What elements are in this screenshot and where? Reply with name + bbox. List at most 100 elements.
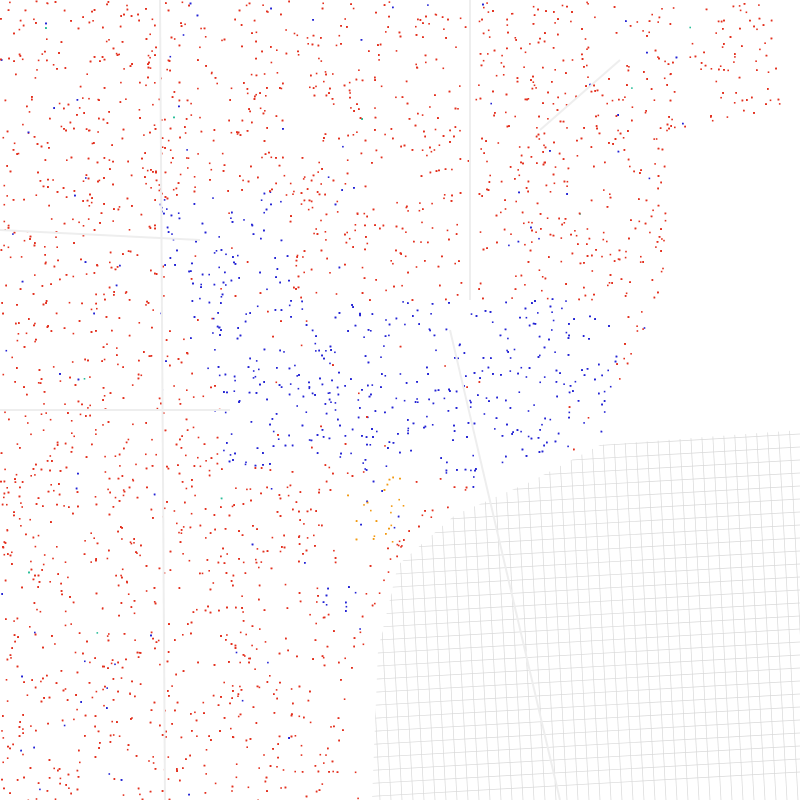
dot bbox=[42, 563, 45, 566]
dot bbox=[122, 494, 125, 497]
dot bbox=[246, 488, 248, 491]
dot bbox=[74, 651, 77, 654]
dot bbox=[543, 144, 545, 147]
dot bbox=[126, 4, 128, 7]
dot bbox=[367, 416, 369, 419]
dot bbox=[45, 261, 47, 264]
dot bbox=[258, 566, 260, 569]
dot bbox=[657, 56, 659, 58]
dot bbox=[520, 430, 522, 433]
dot bbox=[13, 142, 16, 145]
dot bbox=[551, 329, 553, 331]
street bbox=[372, 745, 800, 772]
dot bbox=[237, 695, 239, 697]
dot bbox=[241, 595, 243, 597]
dot bbox=[184, 23, 186, 26]
dot bbox=[553, 182, 556, 185]
dot bbox=[294, 770, 296, 773]
dot bbox=[568, 411, 571, 414]
dot bbox=[196, 735, 198, 737]
street bbox=[372, 719, 800, 746]
dot bbox=[335, 44, 338, 47]
dot bbox=[483, 6, 485, 9]
dot bbox=[145, 453, 147, 456]
dot bbox=[738, 5, 741, 7]
dot bbox=[373, 535, 376, 537]
dot bbox=[172, 238, 175, 241]
dot bbox=[68, 787, 70, 789]
dot bbox=[350, 107, 352, 109]
dot bbox=[636, 325, 638, 327]
dot bbox=[318, 524, 320, 526]
dot bbox=[285, 194, 288, 196]
dot bbox=[563, 222, 566, 224]
dot bbox=[70, 623, 72, 625]
dot bbox=[308, 387, 311, 390]
dot bbox=[249, 488, 252, 490]
dot bbox=[514, 37, 517, 39]
dot bbox=[202, 395, 205, 398]
street bbox=[711, 430, 733, 800]
dot bbox=[349, 92, 351, 94]
dot bbox=[316, 601, 318, 603]
street bbox=[372, 602, 800, 629]
dot bbox=[223, 449, 225, 452]
dot bbox=[624, 256, 627, 259]
dot bbox=[296, 375, 298, 377]
dot bbox=[194, 494, 196, 497]
dot bbox=[21, 58, 24, 61]
dot bbox=[245, 461, 247, 464]
dot bbox=[2, 761, 4, 764]
dot bbox=[187, 167, 189, 169]
dot bbox=[98, 179, 101, 182]
dot bbox=[121, 538, 123, 540]
dot bbox=[764, 42, 766, 44]
dot bbox=[586, 228, 589, 230]
dot bbox=[642, 30, 644, 32]
dot bbox=[398, 540, 401, 543]
dot bbox=[564, 92, 567, 95]
dot bbox=[122, 489, 125, 491]
dot bbox=[208, 273, 210, 276]
dot bbox=[535, 231, 537, 233]
dot bbox=[200, 27, 202, 30]
dot bbox=[37, 59, 40, 62]
dot bbox=[661, 8, 663, 10]
dot bbox=[327, 176, 330, 178]
dot bbox=[407, 429, 409, 432]
dot bbox=[133, 542, 135, 544]
dot bbox=[138, 322, 141, 324]
dot bbox=[21, 506, 23, 508]
dot bbox=[322, 656, 325, 659]
dot bbox=[1, 730, 3, 732]
dot bbox=[212, 197, 214, 199]
dot bbox=[210, 168, 213, 171]
dot bbox=[88, 205, 91, 207]
dot bbox=[256, 548, 259, 550]
dot bbox=[170, 161, 172, 164]
dot bbox=[10, 657, 12, 659]
dot bbox=[420, 241, 422, 243]
dot bbox=[102, 424, 104, 426]
dot bbox=[507, 337, 509, 340]
dot bbox=[5, 679, 8, 681]
street bbox=[777, 430, 799, 800]
dot bbox=[421, 114, 424, 116]
dot bbox=[444, 365, 446, 367]
dot bbox=[515, 200, 517, 203]
dot bbox=[267, 11, 269, 13]
dot bbox=[112, 734, 115, 736]
dot bbox=[352, 7, 355, 10]
dot bbox=[415, 63, 417, 66]
dot bbox=[6, 700, 9, 702]
dot bbox=[87, 218, 90, 220]
dot bbox=[276, 72, 279, 74]
dot bbox=[45, 412, 47, 414]
dot bbox=[494, 428, 496, 430]
dot bbox=[509, 370, 512, 372]
dot bbox=[108, 39, 110, 41]
dot bbox=[401, 284, 403, 287]
dot bbox=[552, 319, 555, 322]
dot bbox=[133, 612, 136, 615]
dot bbox=[173, 385, 175, 387]
